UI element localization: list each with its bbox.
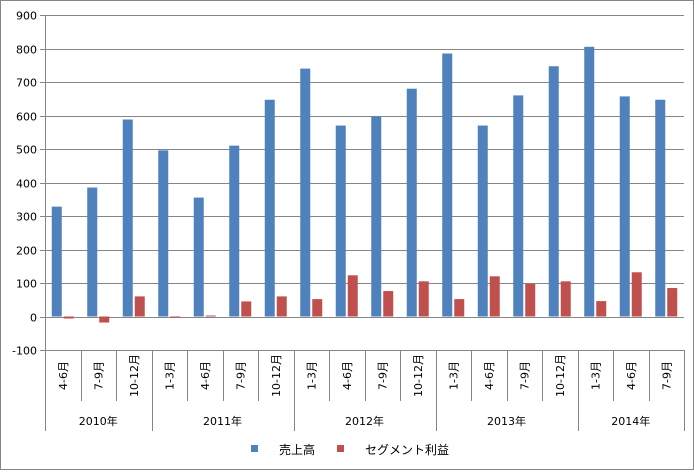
bar-sales [229,145,240,317]
y-tick-label: 0 [30,312,37,325]
y-tick-label: 400 [16,178,37,191]
y-tick-label: -100 [12,345,37,358]
bar-sales [619,96,630,317]
bar-segment-profit [347,275,358,317]
y-tick-label: 200 [16,245,37,258]
year-group-label: 2011年 [203,414,242,428]
bar-segment-profit [525,283,536,317]
bar-segment-profit [312,299,323,317]
bar-sales [406,88,417,317]
y-tick-label: 300 [16,211,37,224]
x-tick-label: 1-3月 [589,361,602,390]
x-tick-label: 7-9月 [234,361,247,390]
x-tick-label: 4-6月 [341,361,354,390]
year-group-label: 2014年 [611,414,650,428]
bar-sales [300,68,311,317]
bar-segment-profit [63,316,74,319]
bar-segment-profit [205,315,216,317]
legend-swatch-segment-profit [337,445,344,452]
bar-sales [335,125,346,317]
y-tick-label: 100 [16,278,37,291]
x-tick-label: 10-12月 [412,354,425,397]
x-tick-label: 4-6月 [483,361,496,390]
x-tick-label: 10-12月 [554,354,567,397]
bar-sales [477,125,488,317]
bar-segment-profit [99,316,110,323]
bar-segment-profit [489,276,500,317]
bar-sales [87,187,98,317]
year-group-label: 2012年 [345,414,384,428]
x-tick-label: 10-12月 [128,354,141,397]
y-tick-label: 700 [16,77,37,90]
x-tick-label: 1-3月 [305,361,318,390]
bar-sales [158,150,169,317]
bar-segment-profit [454,299,465,317]
bar-segment-profit [596,301,607,317]
legend-label-sales: 売上高 [279,442,315,457]
gridlines [45,15,684,351]
bar-segment-profit [170,316,181,318]
bar-sales [51,206,62,317]
bar-segment-profit [560,281,571,317]
bar-segment-profit [383,291,394,317]
y-tick-label: 600 [16,111,37,124]
legend-swatch-sales [251,445,258,452]
bar-segment-profit [418,281,429,317]
x-tick-label: 7-9月 [376,361,389,390]
bar-sales [371,116,382,317]
x-tick-label: 4-6月 [199,361,212,390]
x-tick-label: 4-6月 [625,361,638,390]
x-tick-label: 4-6月 [57,361,70,390]
bar-sales [513,95,524,317]
bar-segment-profit [241,301,252,317]
legend: 売上高 セグメント利益 [251,442,449,457]
y-tick-label: 900 [16,10,37,23]
axes [40,15,685,431]
y-tick-label: 800 [16,44,37,57]
bar-segment-profit [667,288,678,317]
bar-sales [122,119,133,317]
bar-sales [584,46,595,317]
bar-segment-profit [276,296,287,317]
x-tick-label: 7-9月 [92,361,105,390]
bar-sales [193,197,204,317]
x-tick-label: 1-3月 [163,361,176,390]
year-group-labels: 2010年 2011年 2012年 2013年 2014年 [79,414,651,428]
year-group-label: 2013年 [487,414,526,428]
bar-segment-profit [631,272,642,317]
bar-sales [655,99,666,317]
x-tick-label: 7-9月 [660,361,673,390]
bar-sales [264,99,275,317]
y-tick-label: 500 [16,144,37,157]
bar-sales [548,66,559,317]
x-tick-labels: 4-6月 7-9月 10-12月 1-3月 4-6月 7-9月 10-12月 1-3月 4-6月… [57,354,674,397]
y-tick-labels: -100 0 100 200 300 400 500 600 700 800 900 [12,10,37,358]
bars [51,46,678,323]
x-tick-label: 10-12月 [270,354,283,397]
legend-label-segment-profit: セグメント利益 [365,443,449,457]
year-group-label: 2010年 [79,414,118,428]
x-tick-label: 1-3月 [447,361,460,390]
bar-sales [442,53,453,317]
bar-segment-profit [134,296,145,317]
x-tick-label: 7-9月 [518,361,531,390]
